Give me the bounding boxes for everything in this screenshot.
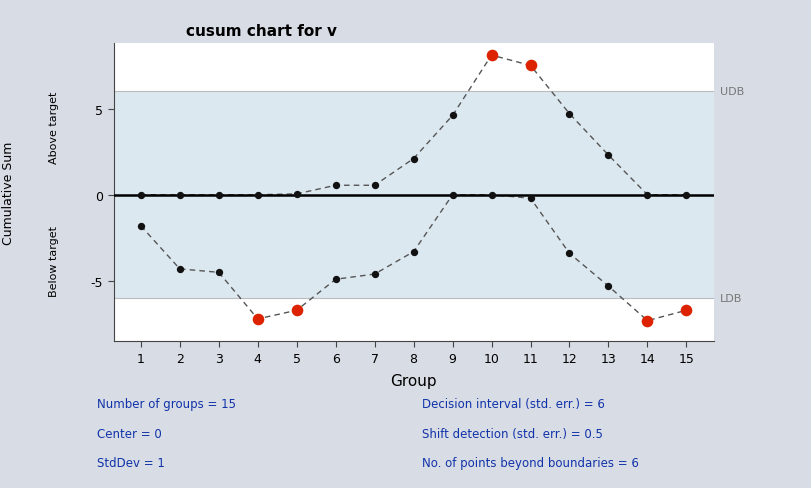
Point [251,315,264,323]
Point [563,250,576,258]
Point [563,111,576,119]
Text: cusum chart for v: cusum chart for v [186,23,337,39]
Point [135,223,148,230]
X-axis label: Group: Group [390,373,437,388]
Bar [114,92,714,299]
Point [524,195,537,203]
Point [680,307,693,315]
Point [602,152,615,160]
Text: StdDev = 1: StdDev = 1 [97,456,165,469]
Bar [114,44,714,92]
Point [524,62,537,70]
Point [212,191,225,199]
Text: Cumulative Sum: Cumulative Sum [2,141,15,244]
Point [485,52,498,60]
Text: Center = 0: Center = 0 [97,427,162,440]
Point [641,317,654,325]
Text: Number of groups = 15: Number of groups = 15 [97,398,236,410]
Point [368,270,381,278]
Bar [114,299,714,342]
Point [680,191,693,199]
Point [602,283,615,290]
Point [329,182,342,190]
Point [329,276,342,284]
Text: Above target: Above target [49,91,58,163]
Point [174,265,187,273]
Point [174,191,187,199]
Point [407,248,420,256]
Point [290,307,303,315]
Point [135,191,148,199]
Point [446,112,459,120]
Text: UDB: UDB [719,87,744,97]
Point [368,182,381,190]
Point [212,269,225,277]
Point [485,191,498,199]
Point [407,155,420,163]
Point [641,191,654,199]
Text: Shift detection (std. err.) = 0.5: Shift detection (std. err.) = 0.5 [422,427,603,440]
Text: Below target: Below target [49,226,58,297]
Point [251,191,264,199]
Point [290,191,303,199]
Text: No. of points beyond boundaries = 6: No. of points beyond boundaries = 6 [422,456,638,469]
Point [446,191,459,199]
Text: Decision interval (std. err.) = 6: Decision interval (std. err.) = 6 [422,398,604,410]
Text: LDB: LDB [719,294,742,304]
